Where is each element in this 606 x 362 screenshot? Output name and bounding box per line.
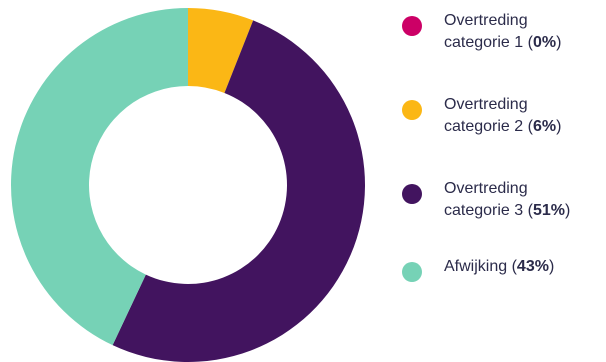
donut-slice-3 [112, 20, 365, 362]
legend-label-line1: Overtreding [444, 180, 528, 197]
legend-item-overtreding-categorie-3: Overtreding categorie 3 (51%) [402, 178, 570, 222]
legend-item-afwijking: Afwijking (43%) [402, 256, 554, 282]
legend-label-line1: Overtreding [444, 12, 528, 29]
legend-swatch-4 [402, 262, 422, 282]
legend-percentage: 43% [516, 258, 549, 275]
legend-swatch-1 [402, 16, 422, 36]
legend-label-line2: categorie 3 [444, 202, 524, 219]
donut-slice-4 [10, 8, 189, 346]
legend-item-overtreding-categorie-1: Overtreding categorie 1 (0%) [402, 10, 561, 54]
donut-slice-2 [188, 8, 254, 93]
donut-chart [10, 8, 365, 362]
legend-label-line1: Overtreding [444, 96, 528, 113]
legend-label-line2: categorie 1 [444, 34, 524, 51]
legend-percentage: 0% [532, 34, 557, 51]
legend-label-line1: Afwijking [444, 258, 508, 275]
legend-swatch-2 [402, 100, 422, 120]
legend-label-line2: categorie 2 [444, 118, 524, 135]
legend-percentage: 6% [532, 118, 557, 135]
legend-item-overtreding-categorie-2: Overtreding categorie 2 (6%) [402, 94, 561, 138]
legend-percentage: 51% [532, 202, 565, 219]
legend-swatch-3 [402, 184, 422, 204]
